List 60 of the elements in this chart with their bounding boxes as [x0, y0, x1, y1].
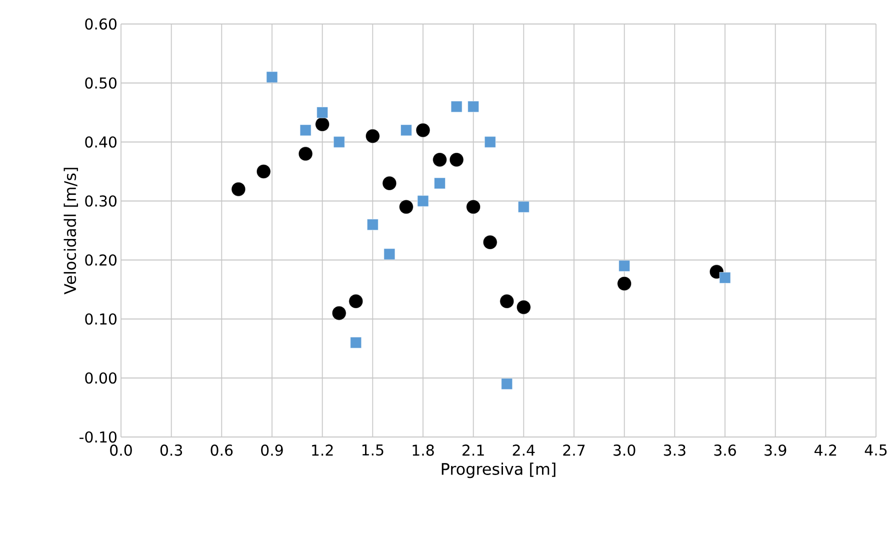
- point: [719, 272, 731, 284]
- point: [231, 182, 246, 196]
- point: [617, 276, 632, 291]
- x-tick-label: 0.9: [261, 444, 283, 456]
- y-tick-label: 0.50: [85, 77, 116, 89]
- x-tick-label: 1.8: [412, 444, 434, 456]
- x-tick-label: 0.3: [160, 444, 182, 456]
- point: [518, 201, 530, 213]
- point: [348, 294, 364, 308]
- point: [316, 106, 328, 118]
- point: [350, 336, 362, 348]
- x-tick-label: 4.2: [814, 444, 836, 456]
- y-tick-label: -0.10: [80, 431, 116, 443]
- point: [300, 124, 312, 136]
- x-tick-label: 3.0: [614, 444, 636, 456]
- point: [482, 235, 498, 250]
- point: [315, 117, 330, 132]
- point: [366, 128, 380, 144]
- point: [432, 152, 447, 167]
- x-tick-label: 0.0: [110, 444, 132, 456]
- point: [501, 378, 513, 390]
- y-tick-label: 0.40: [85, 136, 116, 148]
- point: [399, 200, 414, 214]
- y-tick-label: 0.10: [85, 313, 116, 325]
- point: [466, 200, 480, 214]
- point: [417, 195, 429, 207]
- y-tick-label: 0.00: [85, 372, 116, 384]
- y-tick-label: 0.20: [85, 254, 116, 266]
- point: [400, 124, 412, 136]
- point: [468, 100, 479, 112]
- point: [332, 306, 346, 320]
- point: [266, 71, 278, 83]
- point: [256, 164, 271, 179]
- y-axis-title: Velocidadl [m/s]: [64, 168, 78, 294]
- y-tick-label: 0.30: [85, 195, 116, 207]
- point: [450, 100, 462, 112]
- point: [333, 136, 345, 148]
- x-tick-label: 0.6: [210, 444, 233, 456]
- point: [367, 218, 378, 230]
- point: [382, 176, 397, 190]
- x-axis-title: Progresiva [m]: [442, 462, 556, 478]
- x-tick-label: 4.5: [864, 444, 887, 456]
- point: [298, 146, 313, 161]
- point: [500, 294, 514, 308]
- x-tick-label: 2.1: [462, 444, 484, 456]
- point: [416, 123, 430, 138]
- x-tick-label: 3.9: [764, 444, 786, 456]
- point: [484, 136, 496, 148]
- x-tick-label: 2.7: [563, 444, 585, 456]
- x-tick-label: 1.5: [362, 444, 384, 456]
- point: [516, 300, 531, 314]
- x-tick-label: 3.3: [664, 444, 686, 456]
- x-tick-label: 1.2: [312, 444, 333, 456]
- point: [449, 152, 464, 167]
- x-tick-label: 2.4: [512, 444, 535, 456]
- point: [618, 260, 630, 272]
- point: [384, 248, 396, 260]
- y-tick-label: 0.60: [85, 18, 116, 30]
- point: [434, 178, 446, 189]
- x-tick-label: 3.6: [714, 444, 736, 456]
